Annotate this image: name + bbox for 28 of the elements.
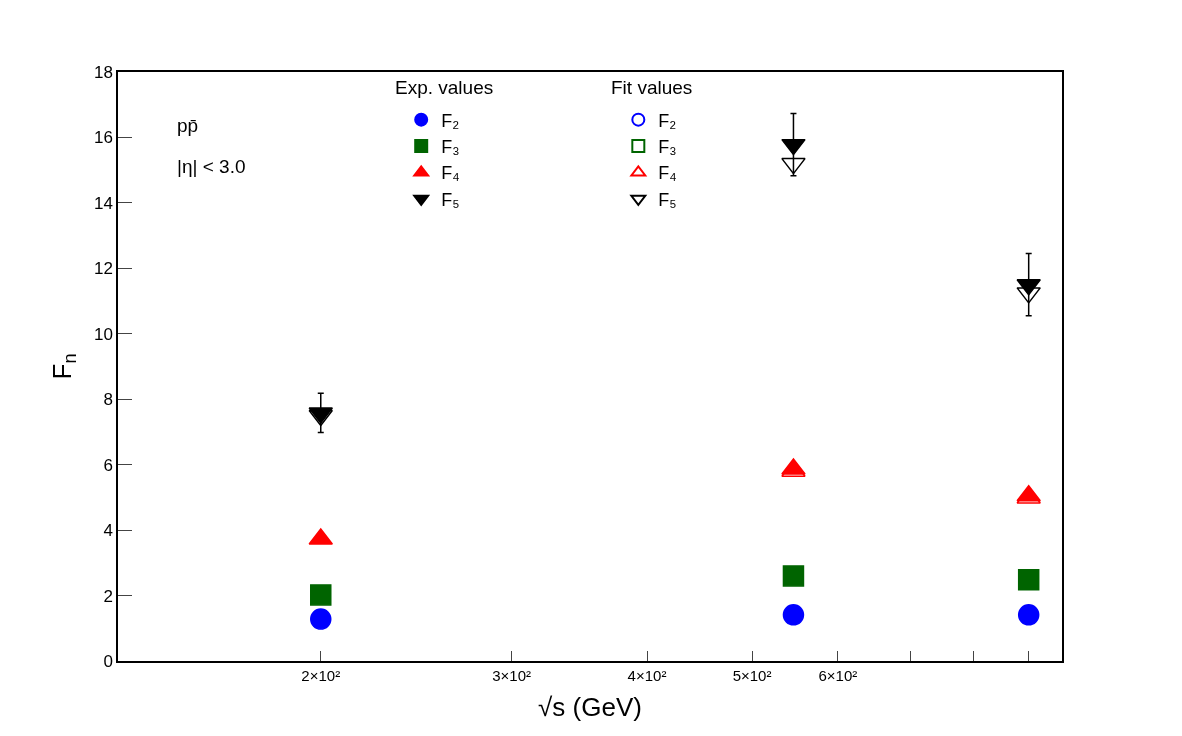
x-tick-label: 5×10² xyxy=(732,666,772,684)
y-tick-label: 18 xyxy=(93,62,113,82)
legend-label: F₅ xyxy=(658,189,677,210)
legend-label: F₂ xyxy=(441,110,460,131)
annotation: Exp. values xyxy=(395,77,494,98)
legend-label: F₅ xyxy=(441,189,460,210)
y-tick-label: 6 xyxy=(103,455,113,475)
y-tick-label: 8 xyxy=(103,390,113,410)
annotation: |η| < 3.0 xyxy=(177,156,246,177)
legend-label: F₃ xyxy=(658,137,677,158)
annotation: Fit values xyxy=(611,77,693,98)
x-tick-label: 6×10² xyxy=(818,666,858,684)
annotation: pp̄ xyxy=(177,115,199,136)
y-tick-label: 10 xyxy=(93,324,113,344)
y-tick-label: 12 xyxy=(93,259,113,279)
y-tick-label: 14 xyxy=(93,193,113,213)
x-tick-label: 2×10² xyxy=(301,666,341,684)
y-tick-label: 0 xyxy=(103,651,113,671)
y-tick-label: 16 xyxy=(93,128,113,148)
x-axis-title: √s (GeV) xyxy=(538,691,642,722)
x-tick-label: 4×10² xyxy=(627,666,667,684)
legend-label: F₃ xyxy=(441,137,460,158)
y-tick-label: 2 xyxy=(103,586,113,606)
y-tick-label: 4 xyxy=(103,521,113,541)
x-tick-label: 3×10² xyxy=(492,666,531,684)
legend-label: F₄ xyxy=(658,163,677,184)
legend-label: F₄ xyxy=(441,163,460,184)
legend-label: F₂ xyxy=(658,110,677,131)
